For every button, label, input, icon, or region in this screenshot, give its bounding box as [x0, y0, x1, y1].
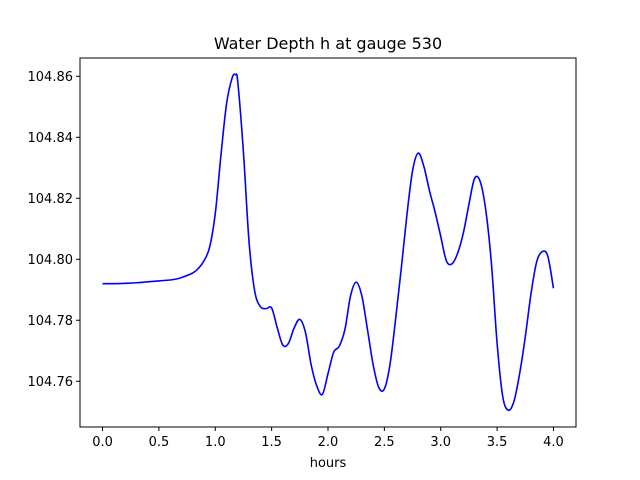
x-tick-label: 1.0: [205, 435, 226, 450]
x-tick-label: 1.5: [261, 435, 282, 450]
plot-area: 0.0 0.5 1.0 1.5 2.0 2.5 3.0 3.5 4.0 104.76 104.78 1…: [28, 57, 577, 450]
chart-title: Water Depth h at gauge 530: [214, 34, 442, 53]
y-tick-label: 104.82: [28, 192, 74, 207]
x-tick-label: 3.0: [430, 435, 451, 450]
y-tick-label: 104.80: [28, 253, 74, 268]
y-tick-label: 104.86: [28, 70, 74, 85]
x-tick-label: 0.5: [149, 435, 170, 450]
x-tick-label: 2.5: [374, 435, 395, 450]
y-tick-label: 104.78: [28, 314, 74, 329]
x-tick-label: 2.0: [318, 435, 339, 450]
x-tick-label: 0.0: [92, 435, 113, 450]
y-tick-label: 104.84: [28, 131, 74, 146]
y-tick-label: 104.76: [28, 375, 74, 390]
series-line-0: [102, 73, 555, 412]
x-tick-label: 3.5: [487, 435, 508, 450]
x-axis-label: hours: [310, 456, 347, 471]
x-tick-label: 4.0: [543, 435, 564, 450]
